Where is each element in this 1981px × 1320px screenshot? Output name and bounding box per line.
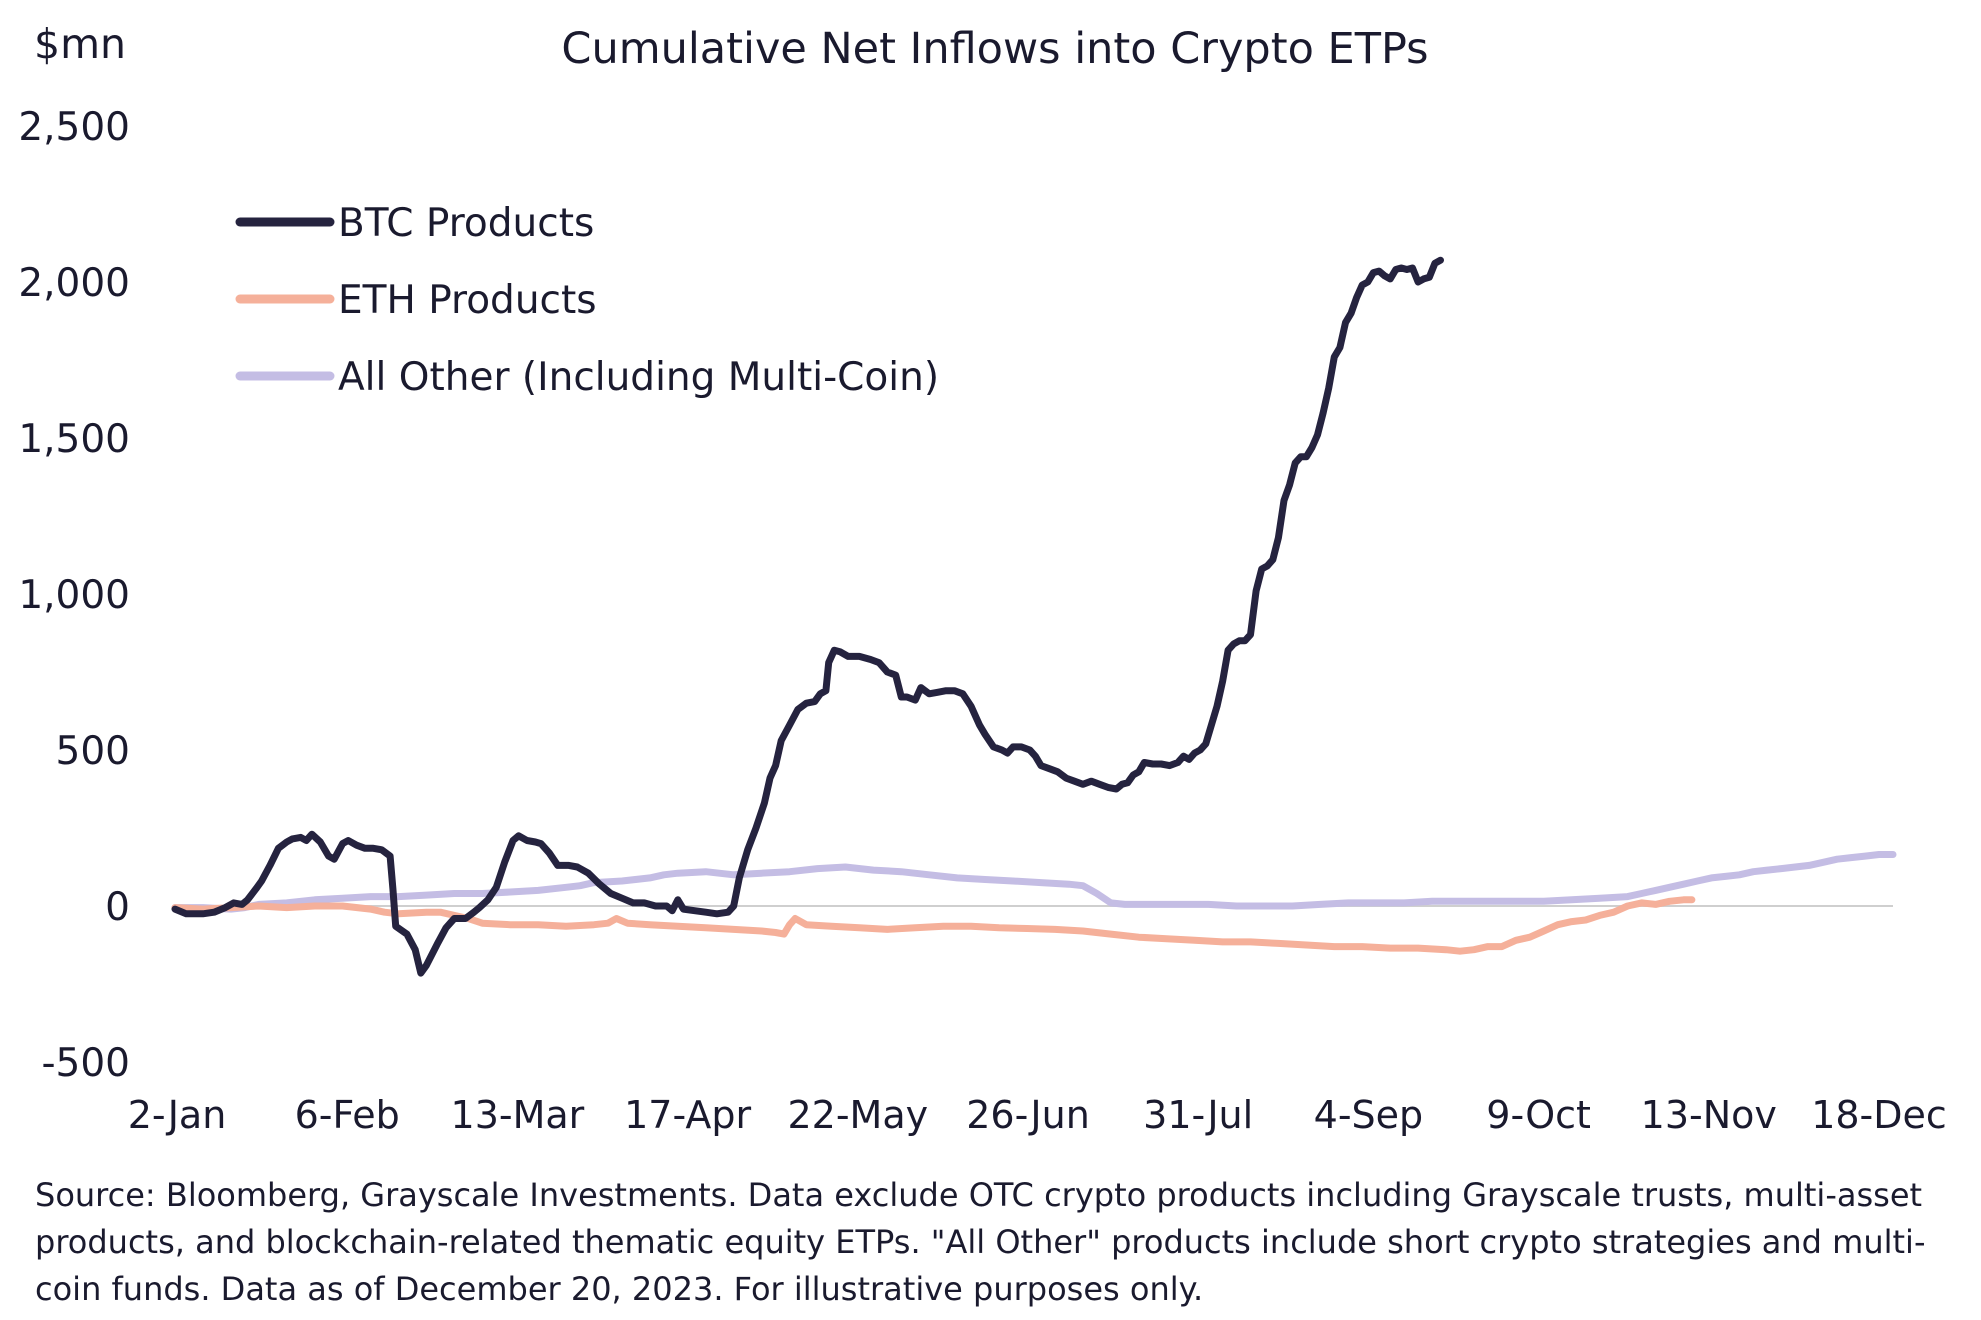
x-tick-label: 6-Feb [295, 1093, 400, 1137]
y-axis-unit: $mn [34, 20, 126, 68]
x-tick-label: 22-May [787, 1093, 928, 1137]
y-tick-label: 1,000 [18, 573, 130, 618]
x-tick-label: 13-Mar [451, 1093, 585, 1137]
series-lines [171, 256, 1897, 977]
x-tick-label: 26-Jun [966, 1093, 1090, 1137]
source-note: Source: Bloomberg, Grayscale Investments… [35, 1176, 1926, 1308]
y-tick-label: 0 [105, 885, 130, 930]
x-axis-ticks: 2-Jan 6-Feb 13-Mar 17-Apr 22-May 26-Jun 31-Jul… [128, 1093, 1947, 1137]
x-tick-label: 2-Jan [128, 1093, 227, 1137]
x-tick-label: 31-Jul [1143, 1093, 1253, 1137]
y-tick-label: 2,000 [18, 261, 130, 306]
x-tick-label: 18-Dec [1811, 1093, 1947, 1137]
x-tick-label: 9-Oct [1486, 1093, 1591, 1137]
series-line-other [171, 851, 1897, 913]
chart-title: Cumulative Net Inflows into Crypto ETPs [561, 24, 1428, 74]
y-axis-ticks: 2,500 2,000 1,500 1,000 500 0 -500 [18, 105, 130, 1086]
series-line-eth [171, 896, 1696, 955]
y-tick-label: 1,500 [18, 417, 130, 462]
series-line-btc [171, 256, 1444, 977]
y-tick-label: 2,500 [18, 105, 130, 150]
legend-label: BTC Products [338, 201, 594, 246]
y-tick-label: -500 [41, 1041, 130, 1086]
x-tick-label: 4-Sep [1314, 1093, 1424, 1137]
x-tick-label: 13-Nov [1641, 1093, 1777, 1137]
legend-label: All Other (Including Multi-Coin) [338, 355, 939, 400]
legend-label: ETH Products [338, 278, 597, 323]
y-tick-label: 500 [56, 729, 130, 774]
x-tick-label: 17-Apr [624, 1093, 751, 1137]
legend: BTC Products ETH Products All Other (Inclu… [235, 201, 939, 400]
